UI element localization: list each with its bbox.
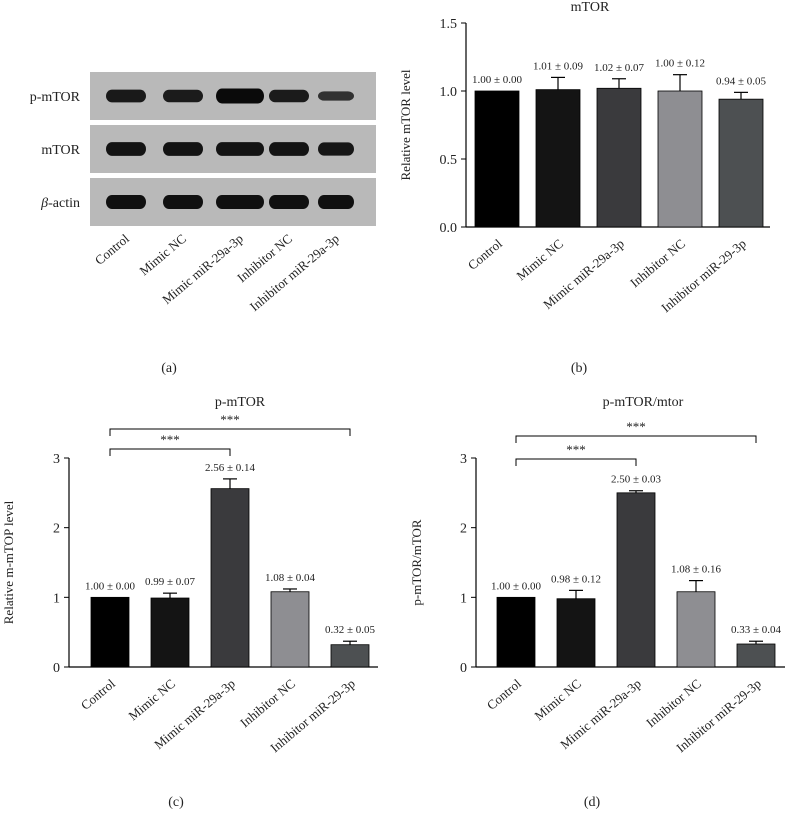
panel-label-c: (c) — [168, 795, 184, 810]
chart-title: mTOR — [571, 0, 610, 15]
blot-band — [318, 142, 354, 156]
y-axis-label: p-mTOR/mTOR — [409, 519, 424, 606]
bar — [210, 488, 250, 668]
y-tick-label: 0 — [53, 661, 60, 676]
y-tick-label: 3 — [460, 452, 467, 467]
bar — [270, 591, 310, 668]
x-tick-label: Inhibitor NC — [643, 676, 704, 730]
y-tick-label: 1 — [53, 591, 60, 606]
y-tick-label: 2 — [53, 522, 60, 537]
chart-panel-b: mTOR 0.0 0.5 1.0 1.5 Relative mTOR level 1.00 … — [398, 0, 770, 315]
x-tick-label: Control — [78, 676, 118, 713]
data-label: 0.99 ± 0.07 — [145, 576, 196, 588]
blot-band — [318, 194, 354, 210]
y-axis-label: Relative m-mTOP level — [1, 500, 16, 624]
blot-band — [106, 194, 146, 210]
y-tick-label: 0 — [460, 661, 467, 676]
bar — [474, 90, 520, 228]
blot-band — [106, 142, 146, 156]
x-tick-label: Inhibitor NC — [237, 676, 298, 730]
significance-bracket — [109, 428, 351, 436]
blot-band — [318, 91, 354, 101]
y-tick-label: 1 — [460, 591, 467, 606]
blot-row-label: p-mTOR — [30, 90, 81, 105]
data-label: 2.56 ± 0.14 — [205, 462, 256, 474]
y-tick-label: 1.0 — [440, 85, 458, 100]
chart-panel-d: p-mTOR/mtor 0 1 2 3 p-mTOR/mTOR 1.00 ± 0.00 0.9… — [409, 395, 785, 755]
blot-band — [163, 194, 203, 210]
data-label: 0.32 ± 0.05 — [325, 624, 376, 636]
bar — [736, 643, 776, 668]
blot-band — [163, 142, 203, 156]
bar — [676, 591, 716, 668]
blot-lane-label: Inhibitor miR-29a-3p — [247, 231, 342, 314]
significance-label: *** — [626, 419, 646, 434]
y-tick-label: 3 — [53, 452, 60, 467]
y-tick-label: 2 — [460, 522, 467, 537]
blot-lane-label: Control — [92, 231, 132, 268]
panel-label-a: (a) — [161, 361, 177, 376]
x-tick-label: Mimic NC — [513, 236, 566, 283]
x-tick-label: Control — [484, 676, 524, 713]
data-label: 1.01 ± 0.09 — [533, 60, 584, 72]
x-tick-label: Mimic NC — [531, 676, 584, 723]
blot-band — [269, 142, 309, 156]
blot-band — [106, 89, 146, 103]
significance-bracket — [515, 458, 637, 466]
blot-row-label: mTOR — [41, 143, 80, 158]
significance-label: *** — [566, 442, 586, 457]
data-label: 1.00 ± 0.00 — [85, 580, 136, 592]
bar — [90, 596, 130, 668]
data-label: 1.00 ± 0.12 — [655, 58, 705, 70]
significance-label: *** — [220, 412, 240, 427]
data-label: 2.50 ± 0.03 — [611, 474, 662, 486]
y-axis-label: Relative mTOR level — [398, 69, 413, 180]
chart-title: p-mTOR — [215, 395, 266, 410]
x-tick-label: Mimic NC — [125, 676, 178, 723]
data-label: 0.98 ± 0.12 — [551, 573, 601, 585]
blot-band — [163, 89, 203, 103]
significance-bracket — [109, 448, 231, 456]
data-label: 0.33 ± 0.04 — [731, 624, 782, 636]
blot-lane-label: Mimic NC — [136, 231, 189, 278]
x-tick-label: Control — [465, 236, 505, 273]
bar — [596, 87, 642, 228]
y-tick-label: 0.5 — [440, 153, 458, 168]
blot-band — [269, 194, 309, 210]
bar — [556, 598, 596, 668]
bar — [616, 492, 656, 668]
blot-band — [269, 89, 309, 103]
blot-row-label: β-actin — [40, 196, 80, 211]
data-label: 1.00 ± 0.00 — [472, 74, 523, 86]
data-label: 1.00 ± 0.00 — [491, 580, 542, 592]
chart-title: p-mTOR/mtor — [603, 395, 684, 410]
significance-label: *** — [160, 432, 180, 447]
y-tick-label: 0.0 — [440, 221, 458, 236]
bar — [150, 597, 190, 668]
data-label: 0.94 ± 0.05 — [716, 75, 767, 87]
chart-panel-c: p-mTOR 0 1 2 3 Relative m-mTOP level 1.00 ± 0.… — [1, 395, 378, 755]
blot-band — [216, 194, 264, 210]
panel-label-b: (b) — [571, 361, 588, 376]
blot-band — [216, 88, 264, 104]
bar — [496, 596, 536, 668]
significance-bracket — [515, 435, 757, 443]
data-label: 1.02 ± 0.07 — [594, 62, 645, 74]
bar — [330, 644, 370, 668]
bar — [535, 89, 581, 228]
bar — [718, 98, 764, 228]
y-tick-label: 1.5 — [440, 17, 458, 32]
data-label: 1.08 ± 0.04 — [265, 572, 316, 584]
blot-band — [216, 142, 264, 156]
data-label: 1.08 ± 0.16 — [671, 564, 722, 576]
panel-label-d: (d) — [584, 795, 601, 810]
x-tick-label: Inhibitor NC — [627, 236, 688, 290]
bar — [657, 90, 703, 228]
